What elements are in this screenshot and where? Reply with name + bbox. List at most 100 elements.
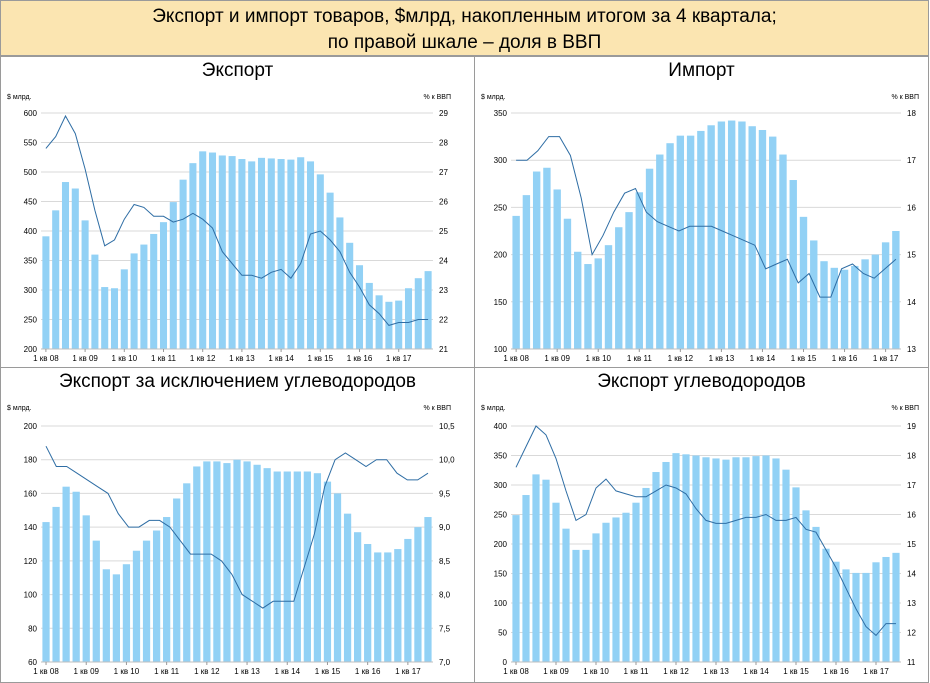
bar [52,210,60,349]
x-tick-label: 1 кв 10 [112,354,138,363]
right-tick-label: 22 [439,316,448,325]
right-tick-label: 21 [439,345,448,354]
bar [394,549,402,662]
bar [313,473,322,662]
right-tick-label: 16 [907,203,916,212]
right-axis-unit: % к ВВП [891,405,919,412]
left-tick-label: 500 [24,168,38,177]
bar [91,254,99,349]
bar [722,459,730,662]
bar [150,233,158,349]
left-tick-label: 200 [494,540,508,549]
bar [604,245,613,349]
bar [861,259,869,349]
bar [223,463,231,662]
bar [283,471,291,662]
left-axis-unit: $ млрд. [481,94,506,101]
left-tick-label: 0 [503,658,508,667]
bar [277,159,285,349]
right-tick-label: 7,5 [439,624,451,633]
bar [163,517,171,662]
bar [676,135,685,349]
bar [602,522,610,662]
left-tick-label: 300 [494,481,508,490]
bar [594,258,602,349]
bar [199,151,207,349]
bar [297,157,305,349]
bar [852,572,860,662]
right-axis-unit: % к ВВП [891,94,919,101]
bar [881,242,890,349]
bar [738,121,746,349]
bar [543,167,551,349]
right-tick-label: 9,5 [439,489,451,498]
left-tick-label: 200 [24,345,38,354]
bar [799,216,808,349]
bar [263,468,271,662]
bar [336,217,344,349]
bar [257,157,266,349]
left-tick-label: 50 [498,629,507,638]
x-tick-label: 1 кв 14 [268,354,294,363]
right-tick-label: 12 [907,629,916,638]
bar [830,267,838,349]
x-tick-label: 1 кв 16 [347,354,373,363]
bar [42,236,50,349]
bar [712,458,720,662]
bar [82,515,90,662]
bar [203,461,211,662]
right-tick-label: 17 [907,481,916,490]
bar [293,471,301,662]
bar [892,231,900,349]
right-tick-label: 17 [907,156,916,165]
bar [871,254,880,349]
header-subtitle: по правой шкале – доля в ВВП [327,32,602,53]
x-tick-label: 1 кв 08 [503,354,529,363]
bar [762,455,770,662]
bar [102,569,110,662]
right-tick-label: 13 [907,599,916,608]
x-tick-label: 1 кв 16 [832,354,858,363]
bar [812,526,820,662]
bar [193,466,201,662]
right-tick-label: 24 [439,257,448,266]
bar [248,161,256,349]
bar [758,129,767,349]
right-tick-label: 18 [907,109,916,118]
export-chart-panel: Экспорт $ млрд. % к ВВП 200 250 300 350 400 450… [0,56,475,368]
bar [632,502,640,662]
bar [697,130,705,349]
x-tick-label: 1 кв 17 [873,354,899,363]
chart-title: Экспорт углеводородов [597,371,806,392]
x-tick-label: 1 кв 15 [308,354,334,363]
left-tick-label: 350 [24,257,38,266]
left-tick-label: 150 [494,298,508,307]
right-tick-label: 14 [907,570,916,579]
left-tick-label: 100 [494,345,508,354]
left-tick-label: 100 [24,591,38,600]
left-tick-label: 150 [494,570,508,579]
bar [72,491,80,662]
x-tick-label: 1 кв 09 [544,354,570,363]
bar [395,300,403,349]
left-axis-unit: $ млрд. [481,405,506,412]
right-tick-label: 7,0 [439,658,451,667]
bar [355,265,364,349]
right-tick-label: 28 [439,139,448,148]
left-tick-label: 300 [494,156,508,165]
bar [122,564,131,662]
left-tick-label: 400 [494,422,508,431]
right-tick-label: 29 [439,109,448,118]
bar [132,550,141,662]
gdp-share-line [515,425,896,637]
bar [752,456,760,662]
x-tick-label: 1 кв 16 [355,667,381,676]
bar [582,549,590,662]
bar [316,174,324,349]
x-tick-label: 1 кв 15 [783,667,809,676]
bar [267,158,275,349]
bar [686,135,695,349]
import-chart-panel: Импорт $ млрд. % к ВВП 100 150 200 250 300 350 1… [474,56,929,368]
bar [364,544,372,662]
bar [424,517,432,662]
